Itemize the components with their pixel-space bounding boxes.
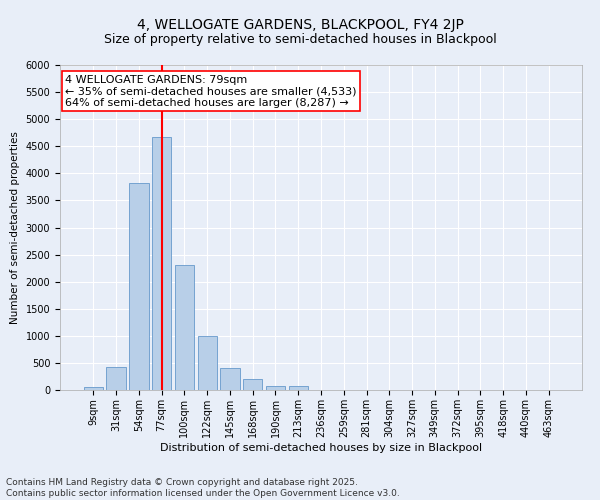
Y-axis label: Number of semi-detached properties: Number of semi-detached properties [10,131,20,324]
Bar [243,378,262,390]
X-axis label: Distribution of semi-detached houses by size in Blackpool: Distribution of semi-detached houses by … [160,442,482,452]
Bar [266,386,285,390]
Bar [106,366,126,390]
Bar [129,183,149,390]
Text: Size of property relative to semi-detached houses in Blackpool: Size of property relative to semi-detach… [104,32,496,46]
Bar [220,368,239,390]
Text: 4 WELLOGATE GARDENS: 79sqm
← 35% of semi-detached houses are smaller (4,533)
64%: 4 WELLOGATE GARDENS: 79sqm ← 35% of semi… [65,74,357,108]
Bar [175,266,194,390]
Bar [152,136,172,390]
Bar [289,386,308,390]
Text: Contains HM Land Registry data © Crown copyright and database right 2025.
Contai: Contains HM Land Registry data © Crown c… [6,478,400,498]
Text: 4, WELLOGATE GARDENS, BLACKPOOL, FY4 2JP: 4, WELLOGATE GARDENS, BLACKPOOL, FY4 2JP [137,18,463,32]
Bar [84,388,103,390]
Bar [197,336,217,390]
